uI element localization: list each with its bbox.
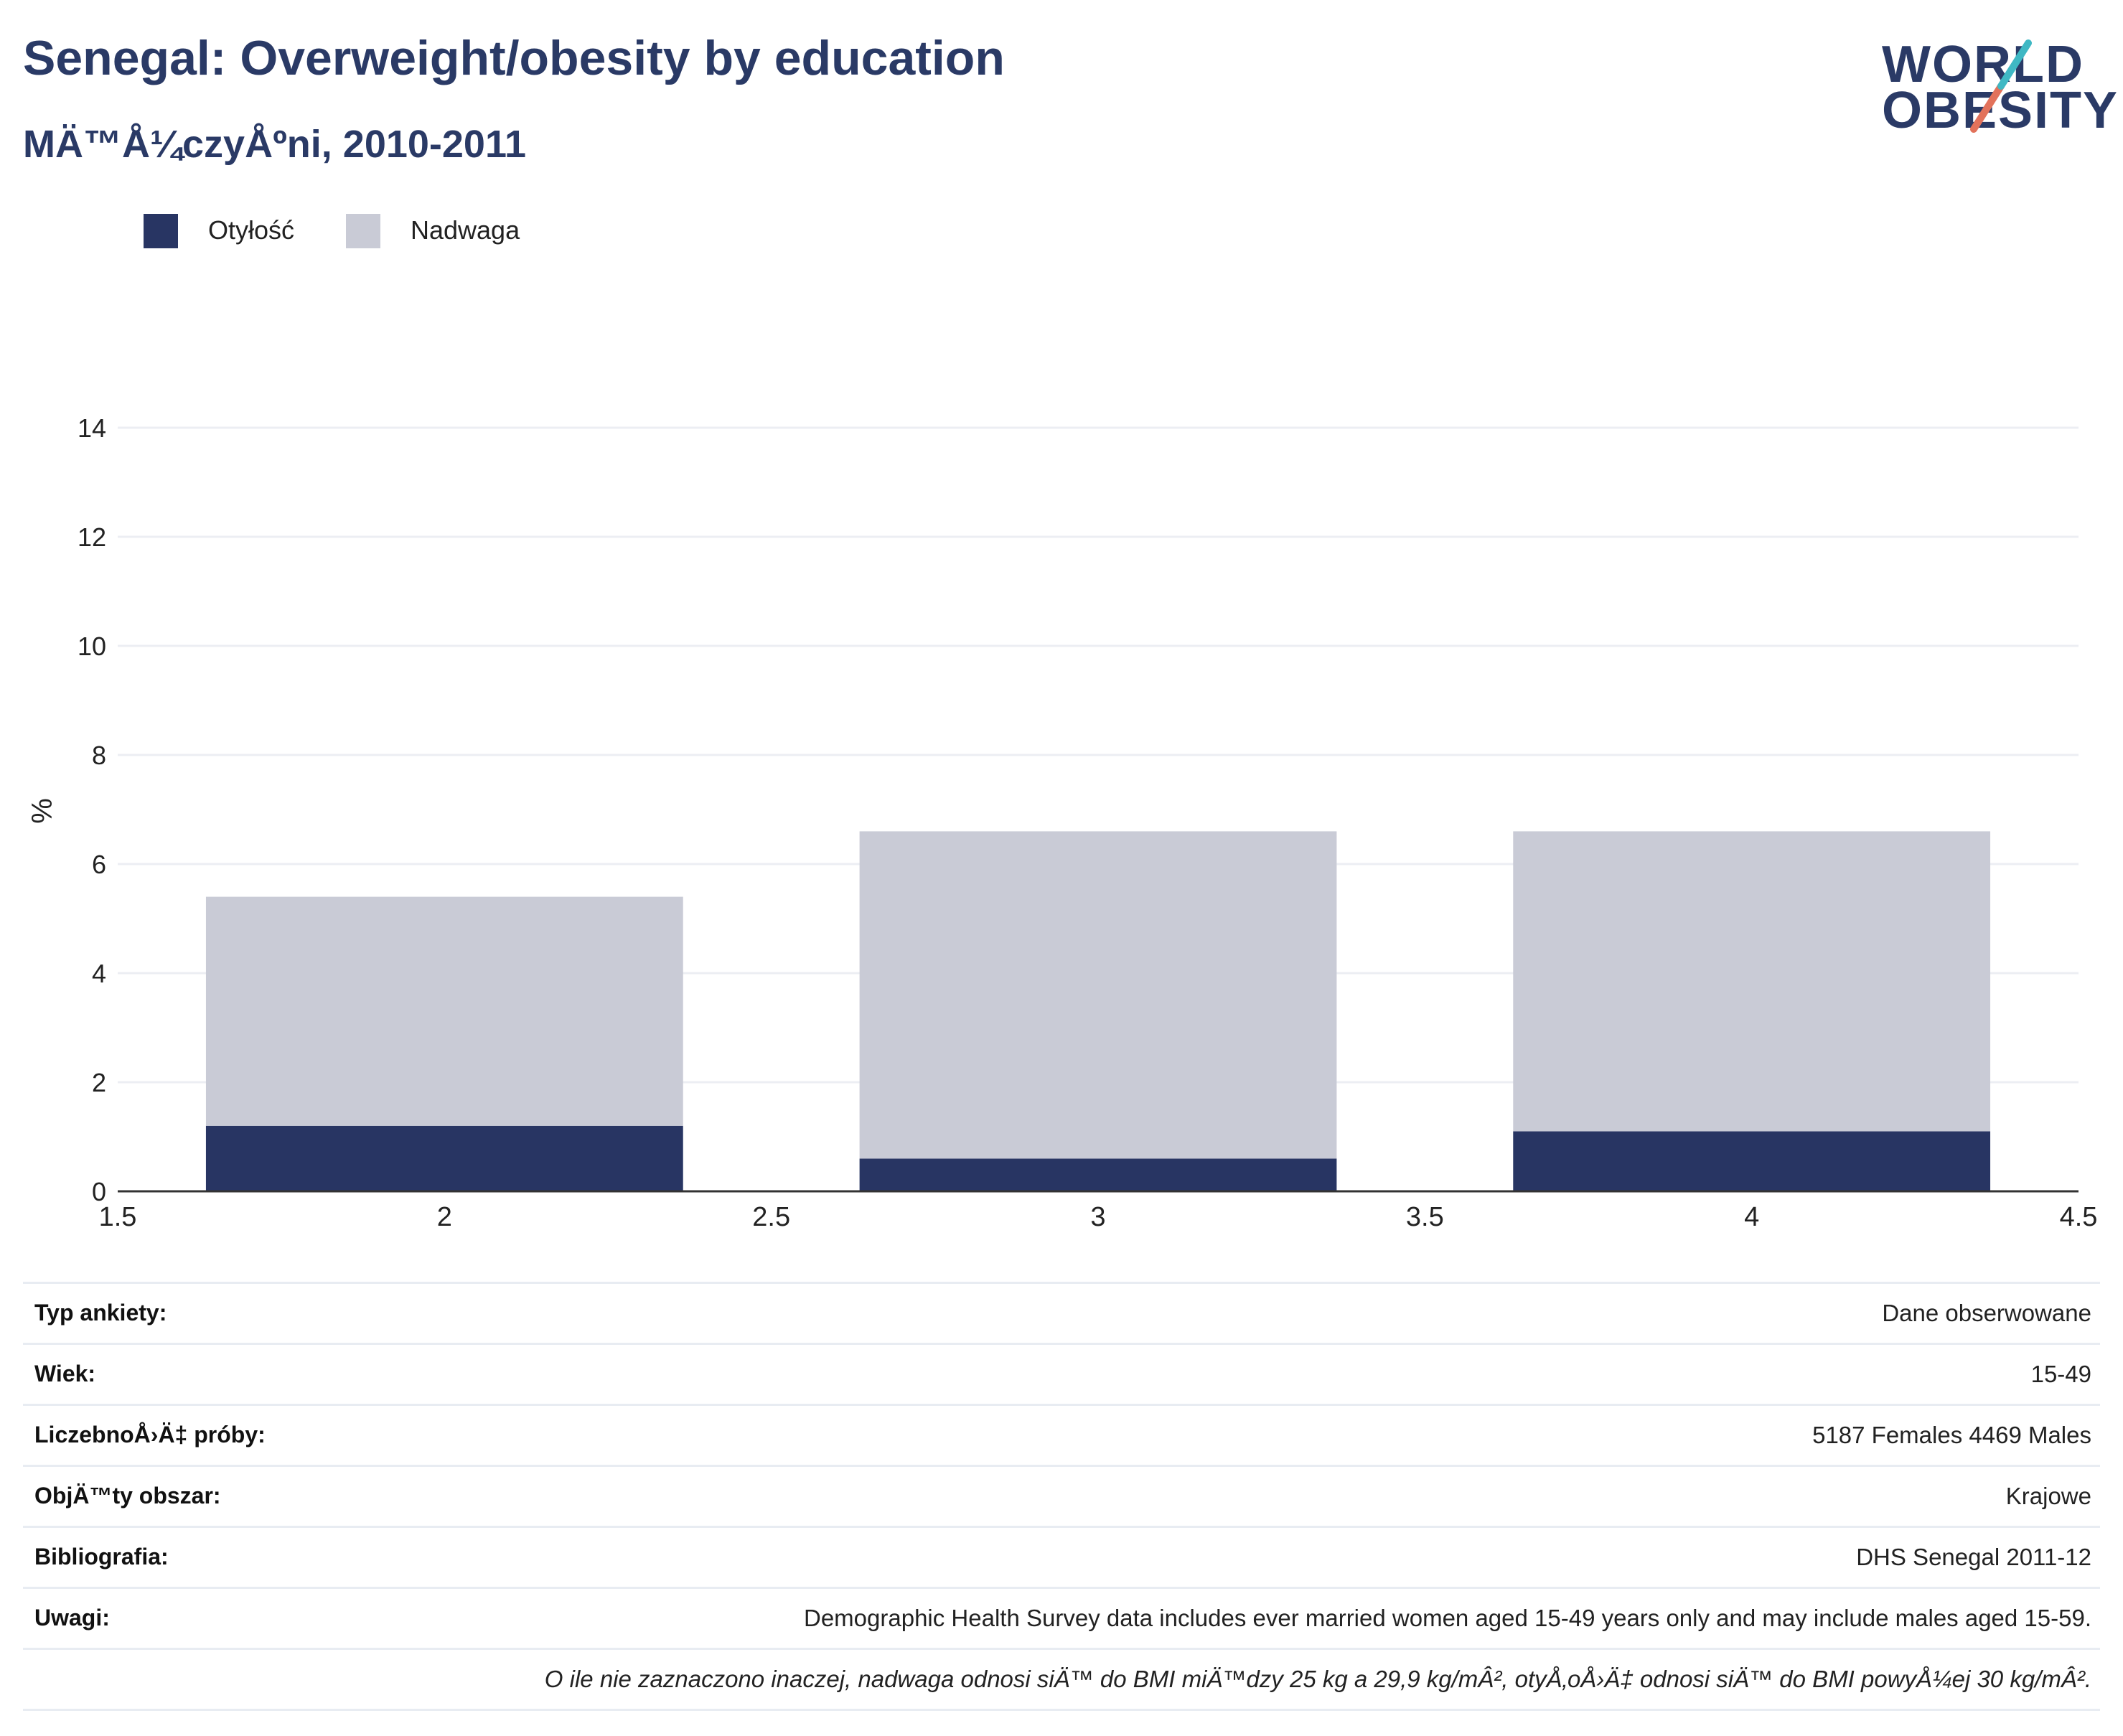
info-value: 5187 Females 4469 Males bbox=[1812, 1422, 2091, 1448]
y-tick-label: 10 bbox=[78, 632, 106, 661]
y-tick-label: 14 bbox=[78, 413, 106, 443]
legend-label-nadwaga: Nadwaga bbox=[411, 215, 520, 245]
bar-otylosc-4 bbox=[1513, 1131, 1991, 1191]
info-label: Typ ankiety: bbox=[34, 1300, 167, 1326]
legend-swatch-otylosc bbox=[144, 214, 178, 248]
y-tick-label: 4 bbox=[92, 959, 106, 988]
info-label: Wiek: bbox=[34, 1361, 96, 1387]
info-row: Bibliografia: DHS Senegal 2011-12 bbox=[23, 1526, 2100, 1587]
chart-subtitle: MÄ™Å¼czyÅºni, 2010-2011 bbox=[23, 123, 527, 166]
logo-slash-icon bbox=[1970, 39, 2032, 133]
y-axis-title: % bbox=[27, 798, 58, 824]
info-value: DHS Senegal 2011-12 bbox=[1856, 1544, 2091, 1570]
info-value: 15-49 bbox=[2030, 1361, 2091, 1387]
info-table: Typ ankiety: Dane obserwowane Wiek: 15-49 Li… bbox=[23, 1282, 2100, 1711]
y-tick-label: 2 bbox=[92, 1068, 106, 1097]
info-row: LiczebnoÅ›Ä‡ próby: 5187 Females 4469 Mal… bbox=[23, 1404, 2100, 1465]
y-tick-label: 12 bbox=[78, 522, 106, 552]
x-tick-label: 4.5 bbox=[2060, 1202, 2098, 1232]
info-row: ObjÄ™ty obszar: Krajowe bbox=[23, 1465, 2100, 1526]
info-row: Typ ankiety: Dane obserwowane bbox=[23, 1282, 2100, 1343]
info-row: Wiek: 15-49 bbox=[23, 1343, 2100, 1404]
y-tick-label: 6 bbox=[92, 850, 106, 879]
x-tick-label: 4 bbox=[1744, 1202, 1759, 1232]
info-value: Dane obserwowane bbox=[1882, 1300, 2091, 1326]
legend-swatch-nadwaga bbox=[346, 214, 380, 248]
info-value: Demographic Health Survey data includes … bbox=[804, 1605, 2091, 1631]
x-tick-label: 2 bbox=[437, 1202, 452, 1232]
x-tick-label: 3 bbox=[1090, 1202, 1105, 1232]
info-label: LiczebnoÅ›Ä‡ próby: bbox=[34, 1422, 266, 1448]
info-value: Krajowe bbox=[2005, 1483, 2091, 1509]
info-label: Uwagi: bbox=[34, 1605, 110, 1631]
info-label: ObjÄ™ty obszar: bbox=[34, 1483, 221, 1509]
logo-word-1: WORLD bbox=[1882, 36, 2084, 93]
info-label: Bibliografia: bbox=[34, 1544, 169, 1570]
world-obesity-logo: WORLD OBESITY bbox=[1866, 29, 2117, 158]
x-tick-label: 3.5 bbox=[1406, 1202, 1444, 1232]
bar-nadwaga-4 bbox=[1513, 831, 1991, 1132]
bar-otylosc-3 bbox=[859, 1158, 1337, 1191]
legend-label-otylosc: Otyłość bbox=[208, 215, 295, 245]
bar-nadwaga-3 bbox=[859, 831, 1337, 1159]
info-row: Uwagi: Demographic Health Survey data inc… bbox=[23, 1587, 2100, 1648]
bar-nadwaga-2 bbox=[205, 896, 683, 1126]
y-tick-label: 8 bbox=[92, 741, 106, 770]
info-value: O ile nie zaznaczono inaczej, nadwaga od… bbox=[544, 1666, 2091, 1692]
chart-title: Senegal: Overweight/obesity by education bbox=[23, 31, 1005, 85]
bar-chart: 0 2 4 6 8 10 12 14% 1.5 2 2.5 3 3.5 4 4.5 bbox=[27, 413, 2098, 1232]
y-tick-label: 0 bbox=[92, 1177, 106, 1206]
x-tick-label: 1.5 bbox=[99, 1202, 137, 1232]
x-tick-label: 2.5 bbox=[752, 1202, 790, 1232]
bar-otylosc-2 bbox=[205, 1125, 683, 1191]
info-row: O ile nie zaznaczono inaczej, nadwaga od… bbox=[23, 1648, 2100, 1711]
